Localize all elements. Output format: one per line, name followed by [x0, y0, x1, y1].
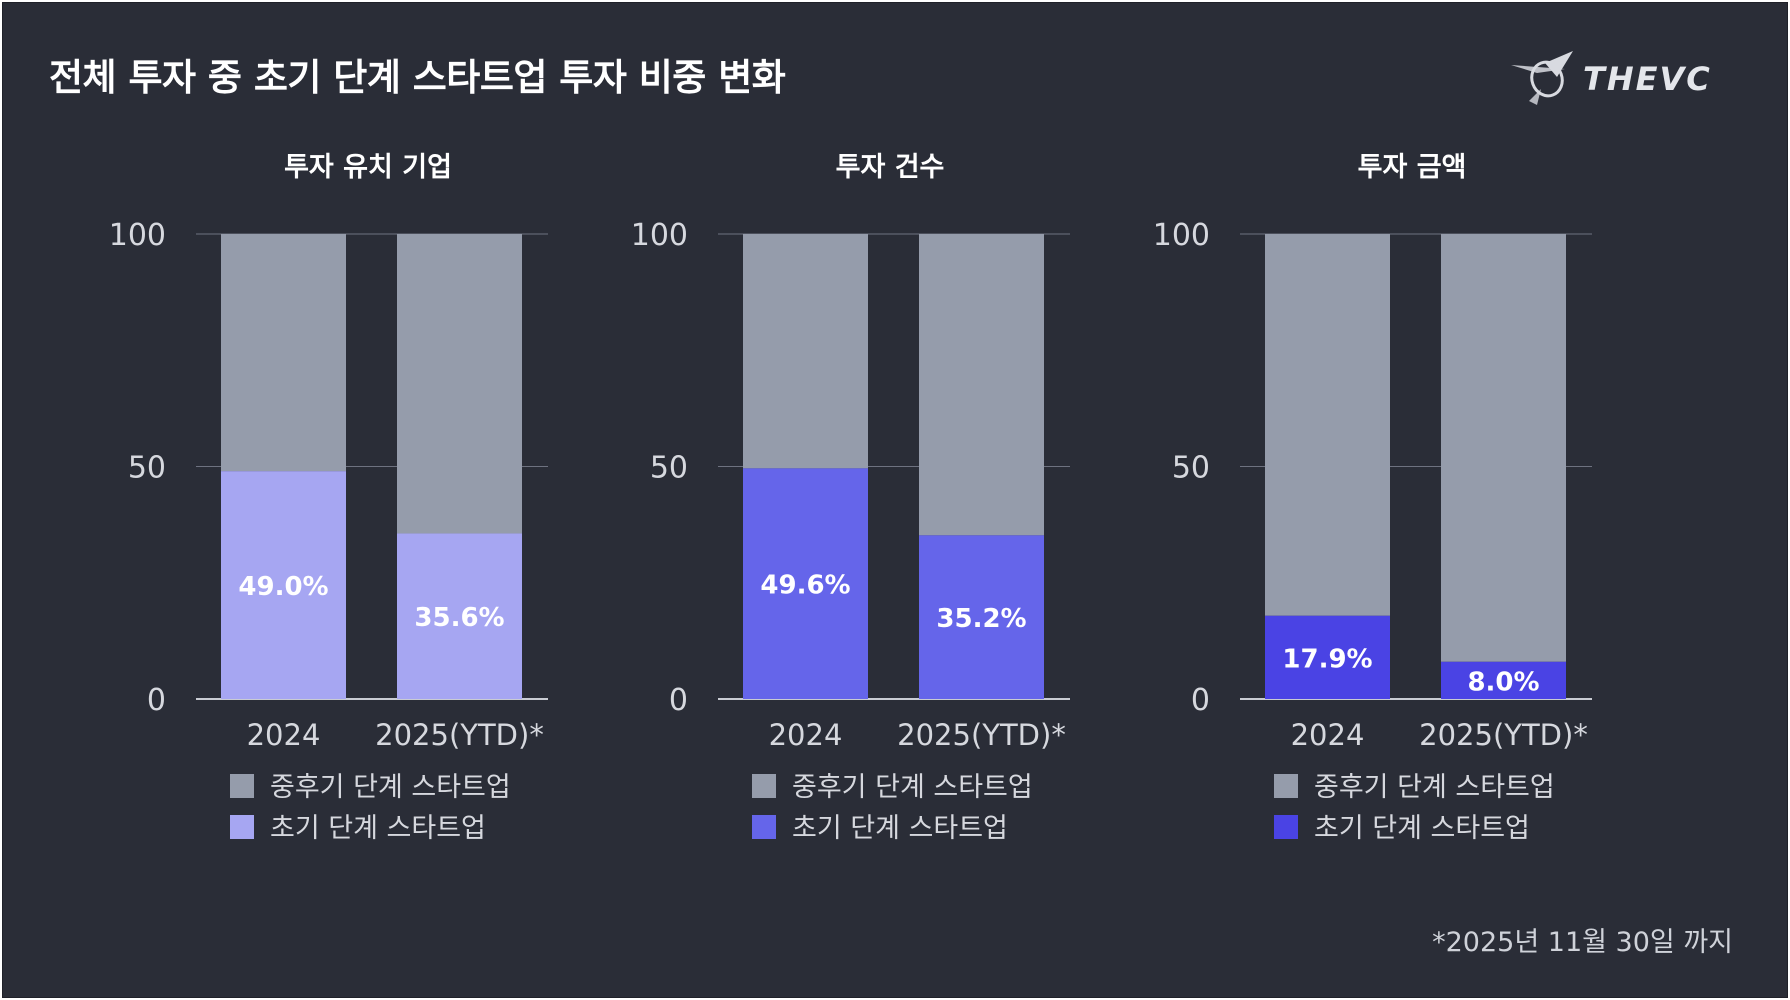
data-label: 8.0%: [1467, 667, 1539, 697]
x-tick-label: 2024: [1291, 718, 1365, 752]
y-tick-label: 100: [109, 218, 166, 253]
legend-label: 중후기 단계 스타트업: [1314, 772, 1555, 803]
bar-early-stage: [1441, 661, 1566, 699]
footnote: *2025년 11월 30일 까지: [1432, 927, 1733, 958]
y-tick-label: 50: [650, 451, 688, 486]
data-label: 17.9%: [1282, 644, 1372, 674]
chart-title-1: 투자 유치 기업: [284, 152, 452, 183]
x-tick-label: 2025(YTD)*: [375, 718, 544, 752]
chart-title-3: 투자 금액: [1358, 152, 1467, 183]
legend-swatch: [1274, 774, 1298, 798]
legend-label: 중후기 단계 스타트업: [270, 772, 511, 803]
data-label: 35.2%: [936, 604, 1026, 634]
x-tick-label: 2025(YTD)*: [897, 718, 1066, 752]
legend-swatch: [230, 774, 254, 798]
y-tick-label: 50: [1172, 451, 1210, 486]
legend-swatch: [230, 815, 254, 839]
logo-text: THEVC: [1583, 60, 1712, 98]
data-label: 35.6%: [414, 603, 504, 633]
y-tick-label: 0: [669, 683, 688, 718]
legend-label: 초기 단계 스타트업: [792, 813, 1008, 844]
y-tick-label: 100: [631, 218, 688, 253]
bar-later-stage: [743, 234, 868, 469]
data-label: 49.6%: [760, 571, 850, 601]
bar-early-stage: [221, 471, 346, 699]
legend-swatch: [1274, 815, 1298, 839]
bar-later-stage: [397, 234, 522, 534]
y-tick-label: 100: [1153, 218, 1210, 253]
bar-later-stage: [1265, 234, 1390, 616]
x-tick-label: 2025(YTD)*: [1419, 718, 1588, 752]
bar-later-stage: [919, 234, 1044, 536]
x-tick-label: 2024: [247, 718, 321, 752]
bar-early-stage: [1265, 615, 1390, 699]
thevc-logo: THEVC: [1507, 43, 1737, 113]
legend-label: 초기 단계 스타트업: [1314, 813, 1530, 844]
legend-swatch: [752, 774, 776, 798]
legend-label: 초기 단계 스타트업: [270, 813, 486, 844]
bar-early-stage: [397, 533, 522, 699]
bar-early-stage: [743, 468, 868, 699]
y-tick-label: 0: [147, 683, 166, 718]
thevc-logo-mark: THEVC: [1511, 51, 1712, 105]
bar-later-stage: [1441, 234, 1566, 662]
bar-early-stage: [919, 535, 1044, 699]
data-label: 49.0%: [238, 572, 328, 602]
legend-swatch: [752, 815, 776, 839]
y-tick-label: 0: [1191, 683, 1210, 718]
x-tick-label: 2024: [769, 718, 843, 752]
page-title: 전체 투자 중 초기 단계 스타트업 투자 비중 변화: [49, 56, 786, 99]
chart-title-2: 투자 건수: [836, 152, 945, 183]
bar-later-stage: [221, 234, 346, 472]
y-tick-label: 50: [128, 451, 166, 486]
legend-label: 중후기 단계 스타트업: [792, 772, 1033, 803]
